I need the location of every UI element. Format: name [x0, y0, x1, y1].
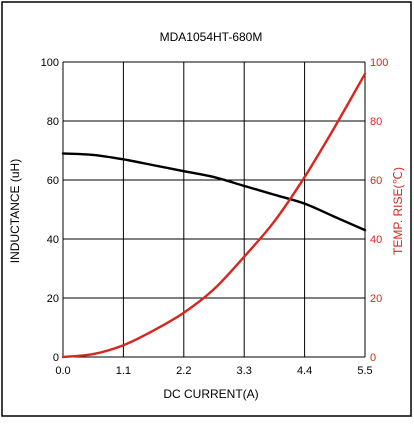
chart-title: MDA1054HT-680M: [160, 30, 263, 44]
x-tick-label: 1.1: [116, 365, 131, 377]
x-tick-label: 2.2: [176, 365, 191, 377]
y-tick-label-right: 0: [370, 352, 376, 364]
inductance-curve: [61, 152, 367, 232]
y-tick-label-left: 100: [41, 57, 59, 69]
y-tick-label-right: 20: [370, 293, 382, 305]
x-tick-label: 5.5: [357, 365, 372, 377]
tick-labels: 0.0 1.1 2.2 3.3 4.4 5.50204060801000204060801…: [41, 57, 389, 377]
series-layer: [61, 72, 367, 359]
y-tick-label-left: 40: [47, 234, 59, 246]
x-tick-label: 4.4: [297, 365, 312, 377]
x-axis-label: DC CURRENT(A): [163, 387, 258, 401]
x-tick-label: 0.0: [55, 365, 70, 377]
y-tick-label-right: 100: [370, 57, 388, 69]
y-tick-label-left: 60: [47, 175, 59, 187]
y-tick-label-left: 20: [47, 293, 59, 305]
outer-border: [1, 1, 412, 417]
y-tick-label-right: 60: [370, 175, 382, 187]
y-tick-label-left: 80: [47, 116, 59, 128]
y-axis-left-label: INDUCTANCE (uH): [8, 159, 22, 263]
y-axis-right-label: TEMP. RISE(℃): [391, 167, 405, 255]
y-tick-label-left: 0: [53, 352, 59, 364]
grid-group: [62, 61, 366, 358]
y-tick-label-right: 40: [370, 234, 382, 246]
temp-rise-curve: [61, 72, 367, 359]
y-tick-label-right: 80: [370, 116, 382, 128]
x-tick-label: 3.3: [237, 365, 252, 377]
